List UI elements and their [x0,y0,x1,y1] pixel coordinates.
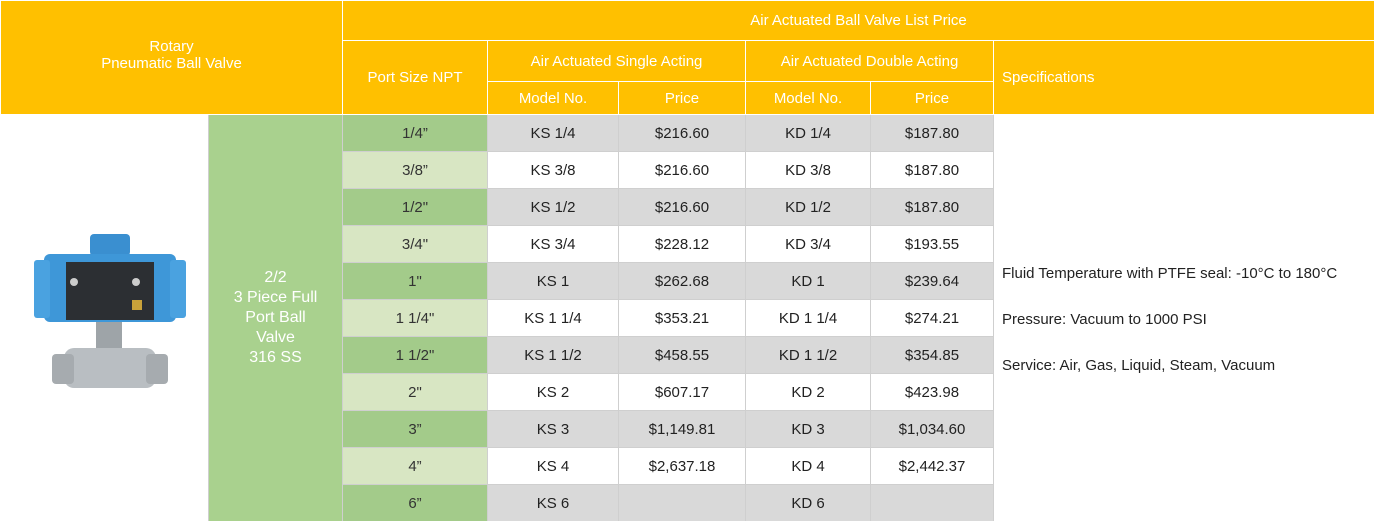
model-number: KS 1 1/2 [488,337,619,374]
valve-image [4,216,204,416]
sub-header: Price [619,82,746,115]
price: $239.64 [871,263,994,300]
specifications-block: Fluid Temperature with PTFE seal: -10°C … [1002,262,1367,378]
price [619,485,746,521]
valve-end [52,354,74,384]
price: $353.21 [619,300,746,337]
model-number: KD 1 1/4 [746,300,871,337]
model-number: KS 1 [488,263,619,300]
price: $262.68 [619,263,746,300]
port-size: 2" [343,374,488,411]
specification: Pressure: Vacuum to 1000 PSI [1002,308,1367,332]
sub-header: Model No. [746,82,871,115]
price: $354.85 [871,337,994,374]
model-number: KS 3/4 [488,226,619,263]
port [70,278,78,286]
model-number: KS 1/2 [488,189,619,226]
specification: Fluid Temperature with PTFE seal: -10°C … [1002,262,1367,286]
port-size-header: Port Size NPT [343,41,488,115]
model-number: KS 1 1/4 [488,300,619,337]
price: $2,637.18 [619,448,746,485]
sub-header: Model No. [488,82,619,115]
page: {"header": {"product": ["Rotary", "Pneum… [0,0,1374,521]
model-number: KS 3/8 [488,152,619,189]
specifications: Fluid Temperature with PTFE seal: -10°C … [994,115,1374,521]
screw [132,300,142,310]
model-number: KD 4 [746,448,871,485]
port-size: 4” [343,448,488,485]
model-number: KD 1 1/2 [746,337,871,374]
valve-end [146,354,168,384]
price: $1,034.60 [871,411,994,448]
price: $216.60 [619,189,746,226]
sub-header: Price [871,82,994,115]
bracket [96,322,122,350]
specifications-header: Specifications [994,41,1374,115]
description-line: 3 Piece Full [209,288,342,308]
port-size: 6” [343,485,488,521]
price: $274.21 [871,300,994,337]
product-image-cell [1,115,209,521]
model-number: KS 4 [488,448,619,485]
single-acting-header: Air Actuated Single Acting [488,41,746,82]
model-number: KS 3 [488,411,619,448]
model-number: KD 1/4 [746,115,871,152]
port-size: 1/4” [343,115,488,152]
price: $607.17 [619,374,746,411]
double-acting-header: Air Actuated Double Acting [746,41,994,82]
model-number: KD 3/4 [746,226,871,263]
price: $2,442.37 [871,448,994,485]
indicator [90,234,130,256]
table-title: Air Actuated Ball Valve List Price [343,1,1374,41]
description-line: Valve [209,328,342,348]
model-number: KS 1/4 [488,115,619,152]
model-number: KD 1/2 [746,189,871,226]
description-line: Port Ball [209,308,342,328]
model-number: KD 3 [746,411,871,448]
price: $187.80 [871,152,994,189]
price: $458.55 [619,337,746,374]
price: $187.80 [871,115,994,152]
model-number: KS 6 [488,485,619,521]
price: $216.60 [619,152,746,189]
port-size: 1 1/2" [343,337,488,374]
header-text: Pneumatic Ball Valve [1,55,342,72]
port-size: 1/2" [343,189,488,226]
price [871,485,994,521]
port-size: 3/4" [343,226,488,263]
port-size: 1 1/4" [343,300,488,337]
description-line: 2/2 [209,268,342,288]
port [132,278,140,286]
port-size: 3” [343,411,488,448]
model-number: KD 2 [746,374,871,411]
actuator-body [66,262,154,320]
price: $423.98 [871,374,994,411]
price: $1,149.81 [619,411,746,448]
model-number: KS 2 [488,374,619,411]
model-number: KD 6 [746,485,871,521]
model-number: KD 3/8 [746,152,871,189]
end-cap [34,260,50,318]
price: $216.60 [619,115,746,152]
port-size: 1" [343,263,488,300]
specification: Service: Air, Gas, Liquid, Steam, Vacuum [1002,354,1367,378]
price: $193.55 [871,226,994,263]
end-cap [170,260,186,318]
port-size: 3/8” [343,152,488,189]
model-number: KD 1 [746,263,871,300]
price: $228.12 [619,226,746,263]
price-table: Rotary Pneumatic Ball Valve Air Actuated… [0,0,1374,521]
header-text: Rotary [1,38,342,55]
product-header: Rotary Pneumatic Ball Valve [1,1,343,115]
valve-body [64,348,156,388]
price: $187.80 [871,189,994,226]
description-line: 316 SS [209,348,342,368]
